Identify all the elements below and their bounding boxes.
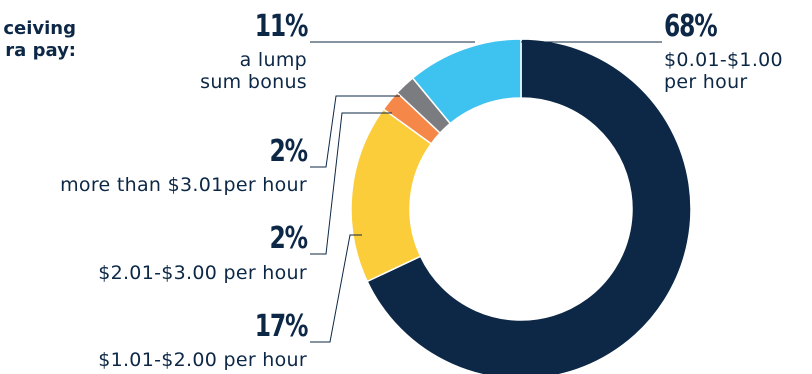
value-label-4: 11% [254,9,308,44]
donut-slice-0 [366,38,692,374]
value-label-0: 68% [664,9,718,44]
leader-line-3 [310,95,400,168]
intro-line-2: ra pay: [5,40,76,61]
category-label-0: $0.01-$1.00 per hour [664,49,783,93]
category-label-4-line-1: a lump [239,49,307,71]
category-label-2: $2.01-$3.00 per hour [98,262,307,284]
leader-line-1 [310,234,362,343]
leader-line-2 [310,112,392,255]
category-label-0-line-2: per hour [664,71,748,93]
category-label-1: $1.01-$2.00 per hour [98,349,307,371]
category-label-4: a lump sum bonus [200,49,307,93]
intro-text: ceiving ra pay: [3,18,76,62]
value-label-1: 17% [254,309,308,344]
value-label-2: 2% [269,221,309,256]
intro-line-1: ceiving [3,18,76,39]
category-label-4-line-2: sum bonus [200,71,307,93]
value-label-3: 2% [269,134,309,169]
donut-slice-4 [411,38,522,125]
category-label-0-line-1: $0.01-$1.00 [664,49,783,71]
category-label-3: more than $3.01per hour [60,174,307,196]
